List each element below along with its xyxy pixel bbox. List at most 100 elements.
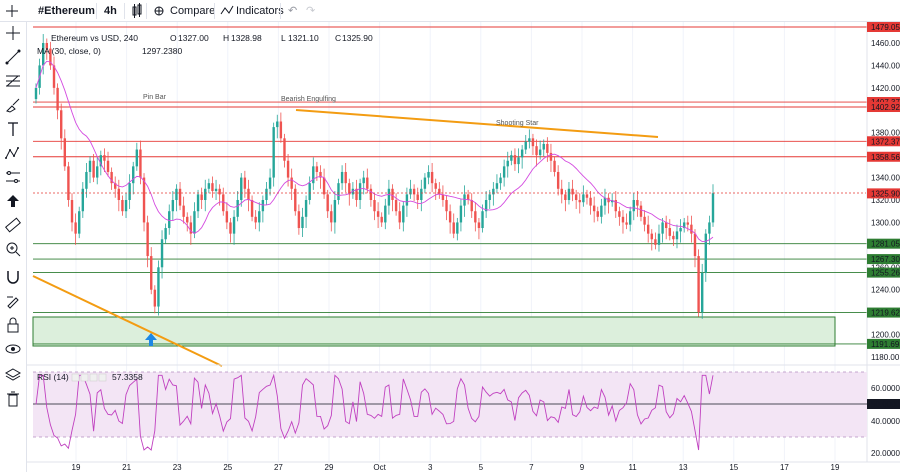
candle-body: [614, 200, 617, 212]
price-label-box: [867, 22, 900, 32]
lock-icon[interactable]: [4, 316, 22, 334]
layers-icon[interactable]: [4, 366, 22, 384]
candle-body: [495, 183, 499, 189]
candle-body: [394, 200, 398, 212]
candle-body: [236, 200, 239, 217]
horizontal-levels[interactable]: [33, 26, 867, 345]
candlestick-series: [34, 34, 715, 319]
candle-body: [506, 160, 509, 167]
candle-body: [160, 239, 164, 268]
compare-icon[interactable]: [152, 0, 166, 22]
trendline-icon[interactable]: [4, 48, 22, 66]
candle-body: [452, 222, 455, 234]
rsi-settings-icons[interactable]: [71, 373, 107, 382]
candle-body: [672, 235, 675, 240]
candle-body: [535, 146, 538, 156]
candle-body: [146, 222, 149, 257]
annotation-bearish-engulfing: Bearish Engulfing: [281, 96, 336, 103]
undo-icon[interactable]: ↶: [288, 5, 298, 17]
brush-icon[interactable]: [4, 96, 22, 114]
rsi-current-value: 50.0000: [871, 400, 900, 409]
legend-l-label: L: [281, 33, 286, 43]
time-label: 19: [831, 463, 840, 472]
resistance-trendline[interactable]: [295, 109, 659, 138]
candle-body: [373, 200, 376, 212]
time-axis[interactable]: [27, 462, 900, 472]
chart-legend: Ethereum vs USD, 240 O 1327.00 H 1328.98…: [37, 33, 373, 56]
fib-retracement-icon[interactable]: [4, 72, 22, 90]
candle-body: [286, 160, 290, 178]
trash-icon[interactable]: [4, 390, 22, 408]
candle-body: [477, 222, 481, 229]
time-label: 17: [780, 463, 789, 472]
candle-body: [232, 216, 236, 234]
candle-body: [243, 177, 247, 189]
price-axis-labels: 1479.051407.371402.921372.371358.561325.…: [867, 22, 900, 349]
magnet-icon[interactable]: [4, 268, 22, 286]
candle-body: [124, 200, 128, 212]
time-label: 27: [274, 463, 283, 472]
time-label: 21: [122, 463, 131, 472]
candle-body: [416, 194, 419, 200]
candle-body: [344, 171, 347, 184]
candle-body: [52, 65, 56, 88]
candle-body: [319, 171, 322, 178]
prediction-icon[interactable]: [4, 168, 22, 186]
price-label-box: [867, 238, 900, 249]
indicators-button[interactable]: Indicators: [236, 5, 284, 17]
candle-body: [164, 228, 167, 240]
candle-body: [517, 157, 520, 165]
candle-body: [412, 188, 416, 195]
text-icon[interactable]: [4, 120, 22, 138]
zoom-icon[interactable]: [4, 240, 22, 258]
candle-body: [153, 289, 157, 307]
support-zone[interactable]: [32, 316, 836, 347]
candle-body: [592, 205, 596, 212]
price-tick: 1460.00: [871, 39, 900, 48]
lock-drawing-icon[interactable]: [4, 292, 22, 310]
hamburger-icon[interactable]: [6, 0, 20, 22]
pattern-icon[interactable]: [4, 144, 22, 162]
candle-style-icon[interactable]: [130, 0, 144, 22]
arrow-icon[interactable]: [4, 192, 22, 210]
candle-body: [214, 188, 218, 192]
candle-body: [657, 233, 661, 245]
candle-body: [513, 155, 517, 165]
candle-body: [427, 171, 430, 178]
compare-button[interactable]: Compare: [170, 5, 216, 17]
candle-body: [650, 233, 653, 240]
interval-selector[interactable]: 4h: [104, 5, 117, 17]
candle-body: [261, 200, 265, 212]
candle-body: [74, 222, 77, 234]
candle-body: [549, 152, 553, 161]
ruler-icon[interactable]: [4, 216, 22, 234]
candle-body: [362, 177, 365, 184]
candle-body: [603, 197, 607, 206]
candle-body: [222, 194, 225, 212]
rsi-axis[interactable]: 60.0000 40.0000 20.0000 50.0000: [867, 384, 900, 458]
candle-body: [528, 138, 531, 142]
candle-body: [690, 224, 693, 234]
candle-body: [538, 149, 542, 156]
candle-body: [225, 211, 229, 223]
indicators-icon[interactable]: [220, 0, 234, 22]
symbol-search[interactable]: #Ethereum: [38, 5, 95, 17]
rsi-legend-label: RSI (14): [37, 372, 69, 382]
crosshair-icon[interactable]: [4, 24, 22, 42]
candle-body: [376, 211, 380, 217]
price-label-box: [867, 338, 900, 349]
arrow-up-icon[interactable]: [145, 333, 157, 346]
support-trendline[interactable]: [32, 275, 223, 367]
candle-body: [553, 160, 556, 172]
candle-body: [668, 228, 671, 236]
eye-icon[interactable]: [4, 340, 22, 358]
candle-body: [135, 149, 139, 167]
candle-body: [49, 48, 52, 66]
candle-body: [531, 138, 535, 147]
redo-icon[interactable]: ↷: [306, 5, 316, 17]
price-pane[interactable]: [27, 22, 867, 362]
candle-body: [654, 239, 657, 245]
price-label: 1479.05: [871, 23, 900, 32]
candle-body: [481, 211, 484, 229]
